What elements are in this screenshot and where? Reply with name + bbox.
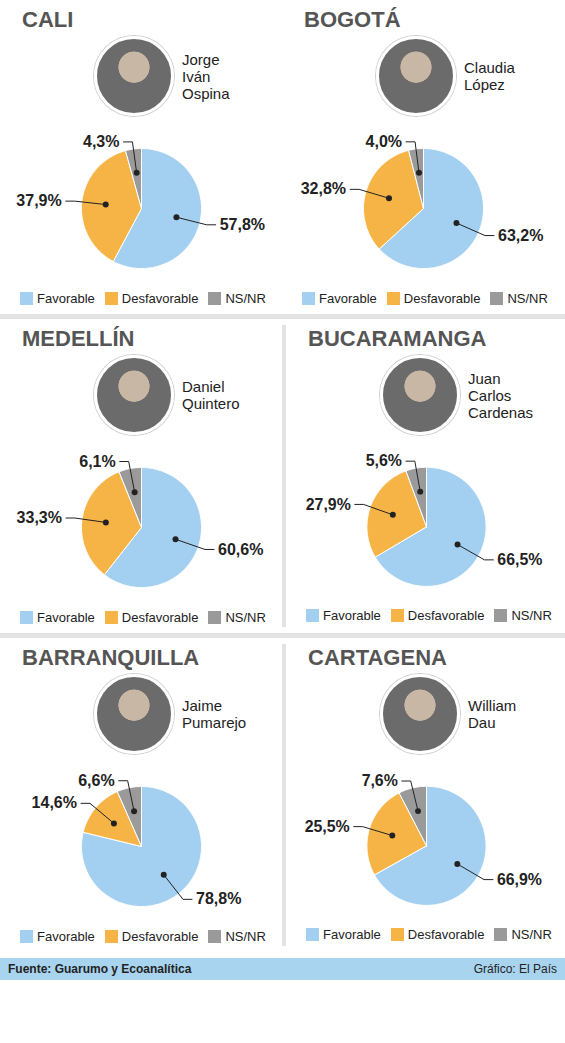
html-text:Jaime: Jaime [182,697,222,714]
html-text:Desfavorable: Desfavorable [403,290,481,306]
html-text:Iván: Iván [182,67,211,85]
svg-text:27,9%: 27,9% [306,496,351,513]
svg-text:78,8%: 78,8% [196,890,241,907]
html-text:Favorable: Favorable [319,290,377,306]
html-text:BUCARAMANGA: BUCARAMANGA [308,326,487,351]
html-text:NS/NR: NS/NR [507,290,548,306]
html-text:MEDELLÍN: MEDELLÍN [22,326,135,351]
html-text:Desfavorable: Desfavorable [121,609,199,625]
html-text:Desfavorable: Desfavorable [407,608,485,624]
svg-text:7,6%: 7,6% [362,772,398,789]
html-text:Carlos: Carlos [468,386,512,404]
svg-text:14,6%: 14,6% [32,794,77,811]
html-text:Pumarejo: Pumarejo [182,714,247,731]
html-text:Favorable: Favorable [323,608,381,624]
svg-text:60,6%: 60,6% [218,541,263,558]
html-text:NS/NR: NS/NR [511,608,552,624]
html-text:Quintero: Quintero [182,395,240,412]
svg-text:25,5%: 25,5% [305,818,350,835]
html-text:Daniel: Daniel [182,378,225,395]
html-text:Dau: Dau [468,714,496,731]
html-text:Juan: Juan [468,369,501,387]
html-text:NS/NR: NS/NR [225,609,266,625]
html-text:Claudia: Claudia [464,59,515,76]
html-text:Desfavorable: Desfavorable [407,927,485,943]
html-text:NS/NR: NS/NR [511,927,552,943]
html-text:NS/NR: NS/NR [225,928,266,944]
svg-text:4,3%: 4,3% [83,133,119,150]
html-text:CALI: CALI [22,7,74,32]
svg-text:33,3%: 33,3% [17,509,62,526]
html-text:Desfavorable: Desfavorable [121,928,199,944]
svg-text:57,8%: 57,8% [220,216,265,233]
html-text:Desfavorable: Desfavorable [121,290,199,306]
html-text:López: López [464,76,505,93]
html-text:Gráfico: El País: Gráfico: El País [473,962,557,976]
html-text:Jorge: Jorge [182,50,220,68]
svg-text:32,8%: 32,8% [301,180,346,197]
html-text:Cardenas: Cardenas [468,403,533,421]
svg-text:66,5%: 66,5% [497,551,542,568]
svg-text:66,9%: 66,9% [497,871,542,888]
html-text:Fuente: Guarumo y Ecoanalítica: Fuente: Guarumo y Ecoanalítica [8,962,192,976]
svg-text:4,0%: 4,0% [366,133,402,150]
svg-text:6,1%: 6,1% [79,453,115,470]
html-text:Favorable: Favorable [37,928,95,944]
svg-text:6,6%: 6,6% [78,772,114,789]
svg-text:37,9%: 37,9% [16,192,61,209]
svg-text:63,2%: 63,2% [498,227,543,244]
html-text:Ospina: Ospina [182,84,230,102]
html-text:Favorable: Favorable [37,290,95,306]
html-text:BARRANQUILLA: BARRANQUILLA [22,645,200,670]
svg-text:5,6%: 5,6% [366,452,402,469]
html-text:William: William [468,697,517,714]
html-text:BOGOTÁ: BOGOTÁ [304,7,401,32]
html-text:Favorable: Favorable [37,609,95,625]
html-text:Favorable: Favorable [323,927,381,943]
html-text:CARTAGENA: CARTAGENA [308,645,447,670]
html-text:NS/NR: NS/NR [225,290,266,306]
